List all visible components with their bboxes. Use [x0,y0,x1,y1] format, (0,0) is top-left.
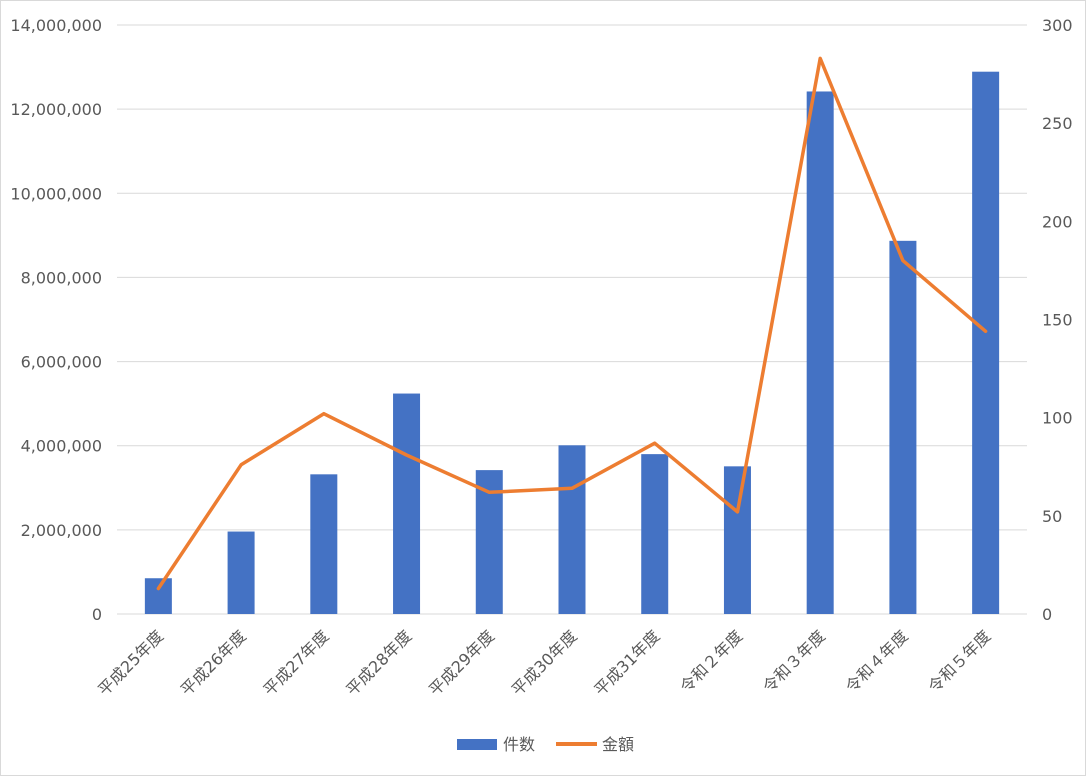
x-axis-tick-label: 令和５年度 [924,626,994,696]
legend-label-bar: 件数 [503,735,535,754]
right-axis-tick-label: 100 [1042,409,1073,428]
left-axis-tick-labels: 0 2,000,000 4,000,000 6,000,000 8,000,000 10,… [10,16,102,624]
x-axis-tick-label: 平成26年度 [177,626,250,699]
left-axis-tick-label: 6,000,000 [21,353,102,372]
bar-series [145,72,999,614]
bar [641,454,668,614]
bar [559,445,586,614]
left-axis-tick-label: 10,000,000 [10,184,102,203]
x-axis-tick-labels: 平成25年度平成26年度平成27年度平成28年度平成29年度平成30年度平成31… [94,626,994,699]
right-axis-tick-label: 50 [1042,507,1062,526]
left-axis-tick-label: 2,000,000 [21,521,102,540]
right-axis-tick-label: 150 [1042,311,1073,330]
x-axis-tick-label: 令和２年度 [676,626,746,696]
bar [972,72,999,614]
x-axis-tick-label: 平成27年度 [260,626,333,699]
right-axis-tick-labels: 0 50 100 150 200 250 300 [1042,16,1073,624]
right-axis-tick-label: 300 [1042,16,1073,35]
bar [228,532,255,614]
bar [310,474,337,614]
bar [724,466,751,614]
x-axis-tick-label: 平成30年度 [508,626,581,699]
legend-label-line: 金額 [602,735,634,754]
right-axis-tick-label: 0 [1042,605,1052,624]
x-axis-tick-label: 平成29年度 [425,626,498,699]
bar [393,394,420,614]
x-axis-tick-label: 平成25年度 [94,626,167,699]
left-axis-tick-label: 8,000,000 [21,268,102,287]
x-axis-tick-label: 平成28年度 [342,626,415,699]
x-axis-tick-label: 令和４年度 [842,626,912,696]
right-axis-tick-label: 200 [1042,212,1073,231]
bar [889,241,916,614]
legend: 件数 金額 [457,735,634,754]
left-axis-tick-label: 0 [92,605,102,624]
right-axis-tick-label: 250 [1042,114,1073,133]
left-axis-tick-label: 14,000,000 [10,16,102,35]
x-axis-tick-label: 令和３年度 [759,626,829,696]
bar [145,578,172,614]
bar [807,91,834,614]
left-axis-tick-label: 4,000,000 [21,437,102,456]
legend-swatch-bar [457,739,497,750]
left-axis-tick-label: 12,000,000 [10,100,102,119]
x-axis-tick-label: 平成31年度 [590,626,663,699]
